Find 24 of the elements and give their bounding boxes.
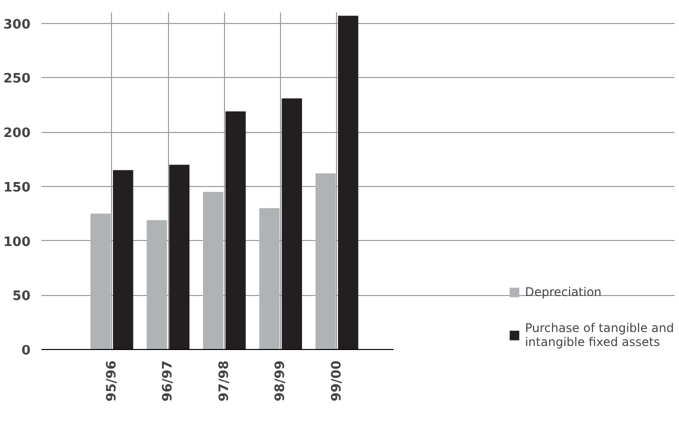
bar [259, 208, 280, 350]
x-tick-label: 97/98 [216, 360, 232, 402]
y-tick-label: 50 [12, 289, 31, 304]
y-tick-label: 200 [3, 126, 31, 142]
bar [225, 111, 246, 350]
y-tick-label: 0 [21, 344, 30, 358]
bar [202, 192, 224, 350]
y-tick-label: 100 [3, 234, 31, 250]
legend-label: Purchase of tangible and intangible fixed assets [524, 321, 674, 349]
x-tick-label: 98/99 [273, 360, 288, 402]
x-tick-label: 95/96 [104, 360, 120, 402]
bar [112, 170, 134, 350]
x-tick-label: 99/00 [329, 360, 344, 402]
y-tick-label: 250 [3, 72, 31, 87]
bar [90, 214, 111, 350]
bar [146, 220, 167, 350]
bar [282, 98, 302, 350]
legend-label: Depreciation [524, 285, 602, 299]
bar [338, 16, 358, 350]
y-tick-label: 150 [3, 180, 31, 196]
y-tick-label: 300 [3, 17, 31, 32]
x-tick-label: 96/97 [160, 360, 176, 402]
bar [316, 173, 336, 350]
bar [169, 164, 190, 350]
